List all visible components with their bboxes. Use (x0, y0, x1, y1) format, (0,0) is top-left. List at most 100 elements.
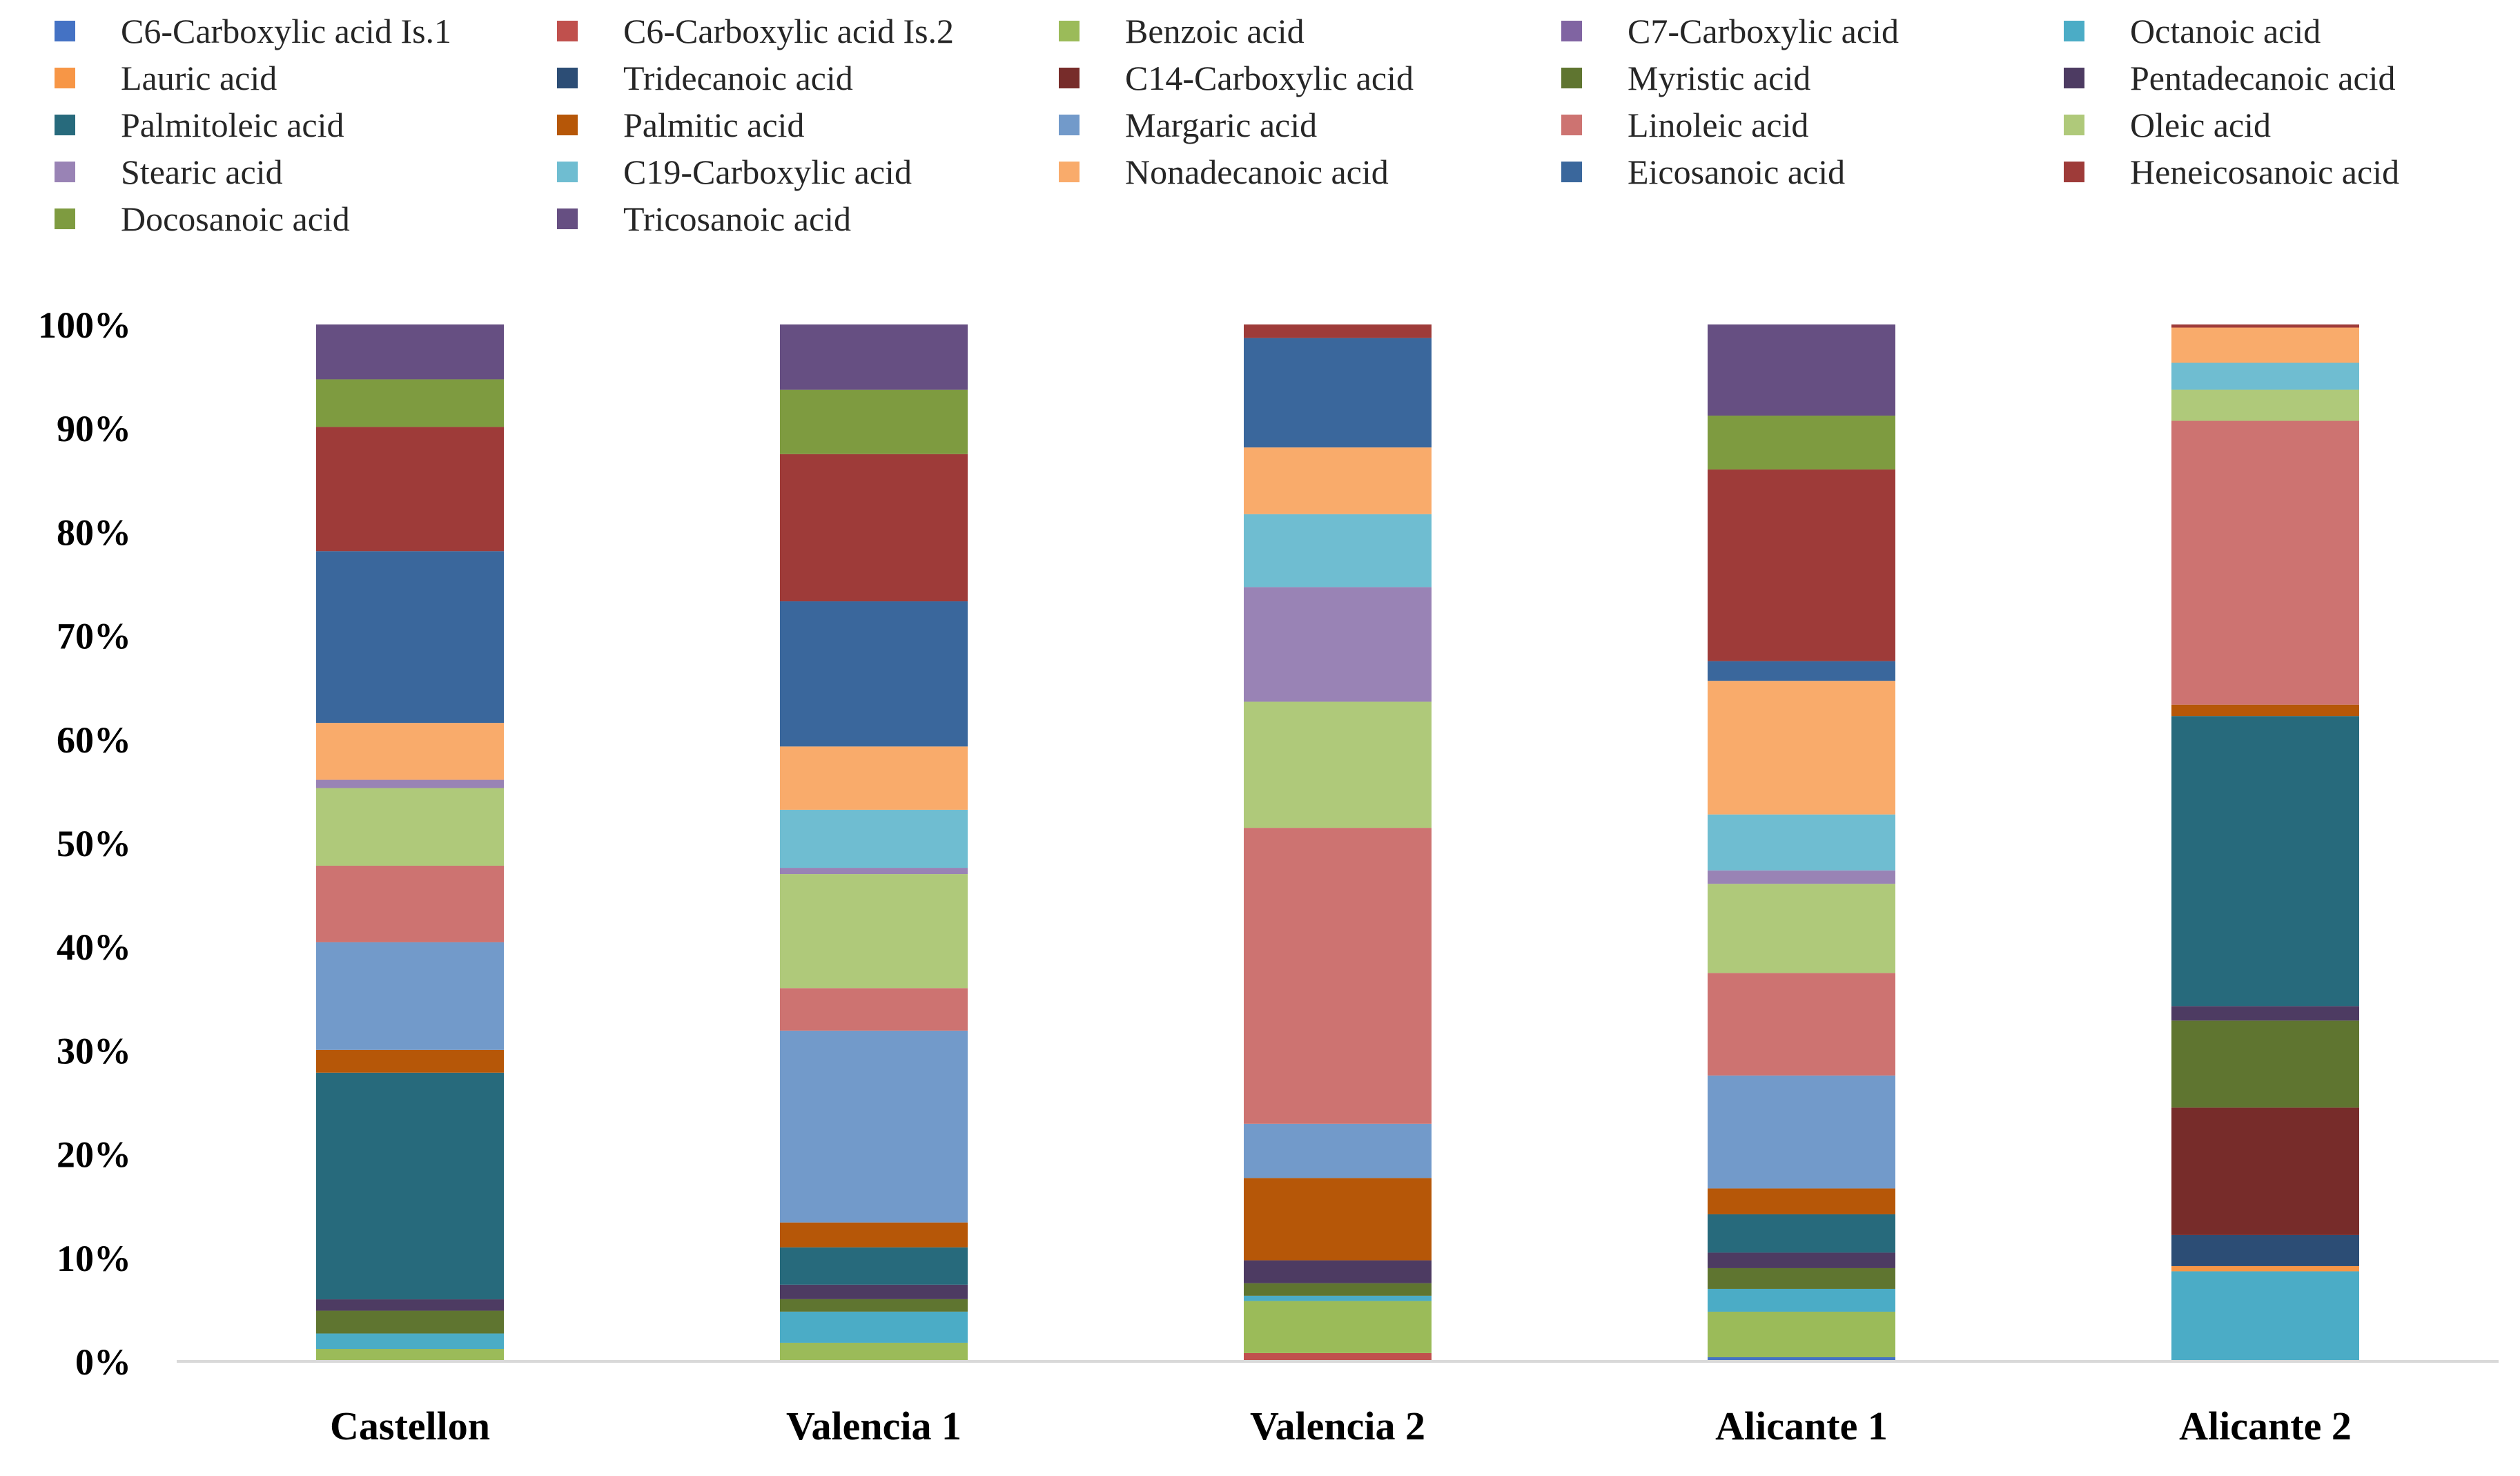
legend-swatch (55, 208, 75, 229)
bar-segment-alicante-2-pentadecanoic-acid (2171, 1006, 2359, 1021)
bar-segment-valencia-2-stearic-acid (1244, 587, 1432, 702)
y-tick-label: 0% (75, 1341, 131, 1383)
legend-item-stearic-acid: Stearic acid (55, 153, 283, 191)
bar-segment-alicante-1-palmitic-acid (1708, 1188, 1895, 1214)
y-tick-label: 50% (57, 823, 131, 864)
bar-segment-valencia-2-palmitic-acid (1244, 1178, 1432, 1261)
bar-segment-castellon-eicosanoic-acid (316, 551, 504, 724)
legend-item-tridecanoic-acid: Tridecanoic acid (557, 59, 853, 97)
legend-item-docosanoic-acid: Docosanoic acid (55, 200, 350, 238)
bar-segment-alicante-2-palmitic-acid (2171, 704, 2359, 717)
legend-swatch (55, 68, 75, 88)
bar-segment-alicante-1-benzoic-acid (1708, 1311, 1895, 1357)
legend-item-palmitic-acid: Palmitic acid (557, 106, 804, 144)
bar-segment-valencia-1-octanoic-acid (780, 1311, 968, 1343)
legend-swatch (1561, 115, 1582, 135)
bar-segment-alicante-1-octanoic-acid (1708, 1288, 1895, 1312)
bar-segment-alicante-2-octanoic-acid (2171, 1271, 2359, 1361)
legend-swatch (557, 115, 578, 135)
bar-segment-valencia-2-eicosanoic-acid (1244, 338, 1432, 448)
legend-swatch (2064, 115, 2084, 135)
bar-segment-alicante-2-heneicosanoic-acid (2171, 324, 2359, 328)
legend-label: Stearic acid (121, 153, 283, 191)
y-tick-label: 30% (57, 1030, 131, 1071)
legend-swatch (55, 21, 75, 41)
bar-segment-valencia-1-stearic-acid (780, 868, 968, 875)
bar-segment-castellon-pentadecanoic-acid (316, 1299, 504, 1311)
bar-segment-valencia-1-c19-carboxylic-acid (780, 809, 968, 868)
legend-item-oleic-acid: Oleic acid (2064, 106, 2271, 144)
bar-segment-valencia-1-pentadecanoic-acid (780, 1284, 968, 1299)
legend-item-c6-carboxylic-acid-is-2: C6-Carboxylic acid Is.2 (557, 12, 954, 50)
bar-segment-valencia-2-linoleic-acid (1244, 828, 1432, 1124)
bar-segment-valencia-1-heneicosanoic-acid (780, 454, 968, 602)
legend-item-linoleic-acid: Linoleic acid (1561, 106, 1808, 144)
legend-swatch (557, 162, 578, 182)
legend-item-lauric-acid: Lauric acid (55, 59, 277, 97)
bar-segment-valencia-2-c6-carboxylic-acid-is-2 (1244, 1352, 1432, 1361)
bar-segment-valencia-2-heneicosanoic-acid (1244, 324, 1432, 338)
bar-segment-valencia-2-margaric-acid (1244, 1123, 1432, 1178)
legend-label: Octanoic acid (2130, 12, 2321, 50)
legend-label: Eicosanoic acid (1628, 153, 1845, 191)
legend-item-nonadecanoic-acid: Nonadecanoic acid (1059, 153, 1389, 191)
legend-label: Nonadecanoic acid (1125, 153, 1389, 191)
bar-segment-alicante-1-eicosanoic-acid (1708, 661, 1895, 681)
y-tick-label: 70% (57, 616, 131, 657)
bar-segment-valencia-2-nonadecanoic-acid (1244, 447, 1432, 514)
legend-label: Myristic acid (1628, 59, 1810, 97)
legend-swatch (557, 21, 578, 41)
legend-item-c19-carboxylic-acid: C19-Carboxylic acid (557, 153, 912, 191)
legend-item-margaric-acid: Margaric acid (1059, 106, 1317, 144)
bar-stack-alicante-2 (2171, 324, 2359, 1361)
bar-segment-alicante-1-myristic-acid (1708, 1268, 1895, 1289)
legend-swatch (55, 162, 75, 182)
legend-item-benzoic-acid: Benzoic acid (1059, 12, 1305, 50)
bar-segment-valencia-1-eicosanoic-acid (780, 601, 968, 747)
bar-segment-castellon-docosanoic-acid (316, 379, 504, 427)
legend-item-c7-carboxylic-acid: C7-Carboxylic acid (1561, 12, 1899, 50)
legend-swatch (55, 115, 75, 135)
legend-label: Oleic acid (2130, 106, 2271, 144)
bar-segment-castellon-benzoic-acid (316, 1349, 504, 1361)
legend-swatch (2064, 68, 2084, 88)
bar-segment-alicante-2-lauric-acid (2171, 1265, 2359, 1272)
bar-segment-valencia-1-linoleic-acid (780, 988, 968, 1031)
y-tick-label: 60% (57, 719, 131, 761)
x-tick-label: Castellon (330, 1404, 490, 1448)
bar-segment-valencia-1-palmitic-acid (780, 1222, 968, 1247)
legend-label: Tridecanoic acid (623, 59, 853, 97)
bar-segment-castellon-stearic-acid (316, 779, 504, 788)
legend-item-c14-carboxylic-acid: C14-Carboxylic acid (1059, 59, 1414, 97)
legend-swatch (1059, 162, 1080, 182)
y-tick-label: 40% (57, 926, 131, 968)
legend-swatch (557, 68, 578, 88)
x-tick-label: Valencia 2 (1250, 1404, 1425, 1448)
bar-segment-valencia-2-benzoic-acid (1244, 1301, 1432, 1353)
bar-segment-valencia-2-octanoic-acid (1244, 1295, 1432, 1301)
bar-segment-valencia-1-docosanoic-acid (780, 389, 968, 454)
bar-segment-valencia-1-palmitoleic-acid (780, 1247, 968, 1285)
legend-label: Benzoic acid (1125, 12, 1305, 50)
bar-segment-alicante-2-myristic-acid (2171, 1020, 2359, 1108)
bar-segment-castellon-palmitic-acid (316, 1049, 504, 1073)
bars (316, 324, 2359, 1361)
legend-item-c6-carboxylic-acid-is-1: C6-Carboxylic acid Is.1 (55, 12, 451, 50)
legend-swatch (1059, 21, 1080, 41)
bar-segment-valencia-1-benzoic-acid (780, 1342, 968, 1361)
bar-segment-valencia-1-nonadecanoic-acid (780, 746, 968, 810)
legend-label: Tricosanoic acid (623, 200, 851, 238)
legend-label: Lauric acid (121, 59, 277, 97)
legend-label: C19-Carboxylic acid (623, 153, 912, 191)
x-tick-label: Valencia 1 (786, 1404, 961, 1448)
bar-stack-alicante-1 (1708, 324, 1895, 1361)
bar-segment-valencia-2-myristic-acid (1244, 1283, 1432, 1296)
legend-swatch (557, 208, 578, 229)
bar-segment-castellon-myristic-acid (316, 1310, 504, 1334)
bar-segment-castellon-octanoic-acid (316, 1333, 504, 1350)
legend-label: Linoleic acid (1628, 106, 1808, 144)
y-axis: 0% 10% 20% 30% 40% 50% 60% 70% 80% 90% 100% (38, 304, 131, 1383)
bar-stack-castellon (316, 324, 504, 1361)
x-tick-label: Alicante 1 (1715, 1404, 1888, 1448)
